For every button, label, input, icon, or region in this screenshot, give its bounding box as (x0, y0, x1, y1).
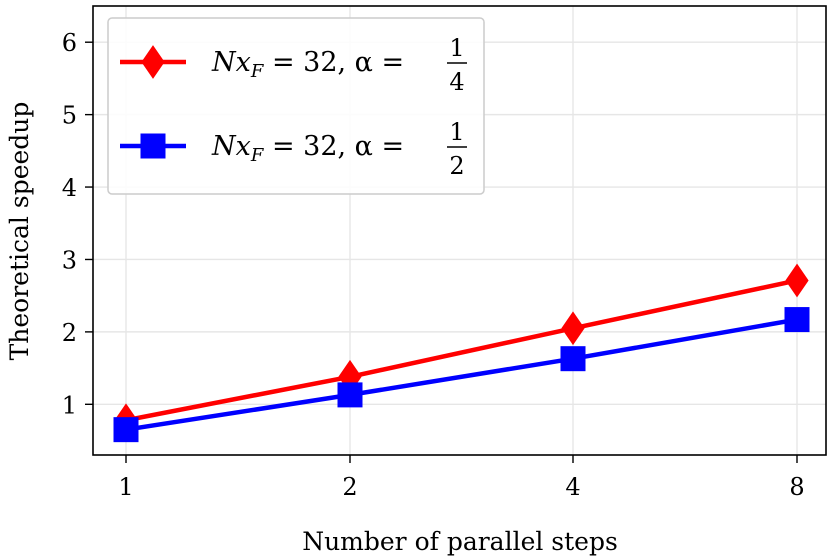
legend-entry-1: NxF = 32, α = 1 4 (120, 34, 467, 96)
x-tick-label: 4 (565, 473, 580, 501)
series-layer (113, 263, 810, 443)
legend-frame (107, 17, 485, 195)
series-1 (114, 263, 809, 438)
legend-label: NxF = 32, α = (211, 47, 404, 82)
data-point (337, 382, 363, 408)
x-tick-label: 8 (789, 473, 804, 501)
data-point (785, 263, 809, 298)
data-point (784, 307, 810, 333)
legend-marker (140, 133, 166, 159)
series-2 (113, 307, 810, 443)
x-axis-label: Number of parallel steps (302, 527, 618, 556)
x-tick-label: 1 (118, 473, 133, 501)
data-point (561, 311, 585, 346)
legend-fraction-denominator: 4 (449, 68, 464, 96)
x-tick-label: 2 (342, 473, 357, 501)
y-tick-label: 6 (62, 29, 77, 57)
legend-label: NxF = 32, α = (211, 131, 404, 166)
legend-fraction-numerator: 1 (449, 118, 464, 146)
y-tick-label: 5 (62, 102, 77, 130)
series-line (125, 317, 798, 432)
y-tick-label: 2 (62, 319, 77, 347)
legend-entry-2: NxF = 32, α = 1 2 (120, 118, 467, 180)
data-point (560, 346, 586, 372)
y-tick-label: 3 (62, 246, 77, 274)
legend-marker (141, 45, 165, 79)
legend-fraction-numerator: 1 (449, 34, 464, 62)
series-line (125, 278, 798, 423)
data-point (113, 417, 139, 443)
y-axis-label: Theoretical speedup (5, 102, 34, 361)
legend: NxF = 32, α = 1 4 NxF = 32, α = 1 2 (107, 17, 485, 195)
y-tick-label: 1 (62, 391, 77, 419)
y-tick-label: 4 (62, 174, 77, 202)
legend-fraction-denominator: 2 (449, 152, 464, 180)
plot-frame (92, 5, 827, 456)
